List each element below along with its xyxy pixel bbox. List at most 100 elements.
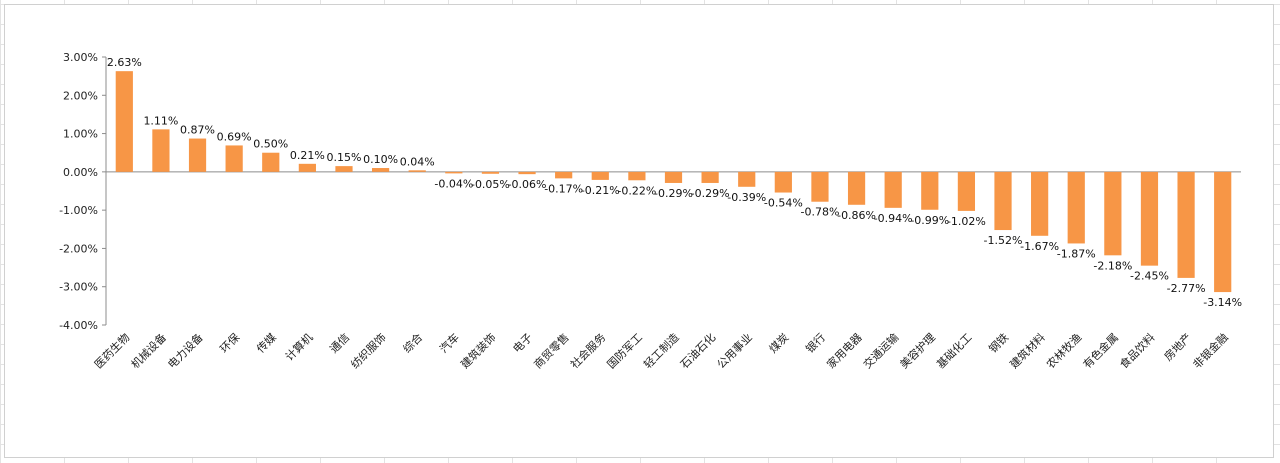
data-label: -0.04%: [434, 177, 473, 190]
bar: [555, 171, 573, 179]
category-label: 商贸零售: [531, 330, 572, 371]
category-label: 综合: [400, 330, 425, 355]
bar: [1177, 171, 1195, 278]
bar: [1067, 171, 1085, 244]
bar: [335, 166, 353, 172]
data-label: -0.17%: [544, 182, 583, 195]
category-label: 建筑装饰: [458, 330, 499, 371]
bar: [1104, 171, 1122, 256]
y-tick-label: -2.00%: [59, 242, 98, 255]
bar: [701, 171, 719, 183]
bar: [664, 171, 683, 183]
bar: [994, 171, 1012, 231]
data-label: 0.04%: [400, 155, 435, 168]
bar: [957, 171, 976, 211]
bar: [628, 171, 646, 181]
data-label: -2.77%: [1167, 282, 1206, 295]
category-label: 计算机: [282, 330, 315, 363]
category-label: 医药生物: [91, 330, 132, 371]
category-label: 纺织服饰: [348, 330, 389, 371]
data-label: -0.78%: [800, 206, 839, 219]
bar: [152, 129, 170, 172]
data-label: -0.29%: [654, 187, 693, 200]
category-label: 机械设备: [128, 330, 169, 371]
category-label: 汽车: [436, 330, 461, 355]
data-label: -2.18%: [1093, 259, 1132, 272]
data-label: -3.14%: [1203, 296, 1242, 309]
y-tick-label: 1.00%: [63, 128, 98, 141]
bar: [884, 171, 902, 208]
bar: [188, 138, 207, 172]
y-tick-label: 0.00%: [63, 166, 98, 179]
data-label: -1.67%: [1020, 240, 1059, 253]
bar: [738, 171, 756, 187]
category-label: 煤炭: [767, 331, 792, 356]
bar: [518, 171, 536, 175]
category-label: 建筑材料: [1007, 330, 1048, 371]
category-label: 非银金融: [1190, 330, 1231, 371]
bar: [1031, 171, 1049, 236]
bar: [371, 168, 390, 172]
category-label: 美容护理: [897, 330, 938, 371]
data-label: -0.39%: [727, 191, 766, 204]
bar: [408, 170, 426, 172]
bars: [115, 71, 1232, 293]
category-label: 房地产: [1161, 330, 1194, 363]
data-label: -0.21%: [581, 184, 620, 197]
bar: [481, 171, 500, 174]
category-label: 公用事业: [715, 331, 755, 371]
data-label: 0.87%: [180, 124, 215, 137]
bar: [847, 171, 866, 205]
bar: [811, 171, 829, 202]
data-label: 2.63%: [107, 56, 142, 69]
bar: [774, 171, 792, 193]
bar: [115, 71, 133, 172]
data-label: -0.54%: [764, 197, 803, 210]
bar: [262, 152, 280, 172]
data-label: -0.99%: [910, 214, 949, 227]
y-tick-label: -1.00%: [59, 204, 98, 217]
data-label: -1.52%: [984, 234, 1023, 247]
category-label: 传媒: [254, 331, 279, 356]
bar: [921, 171, 939, 210]
data-label: -2.45%: [1130, 270, 1169, 283]
data-label: 1.11%: [143, 114, 178, 127]
bar: [445, 171, 463, 174]
category-label: 轻工制造: [641, 330, 682, 371]
category-label: 基础化工: [934, 330, 975, 371]
data-label: -0.29%: [691, 187, 730, 200]
category-label: 石油石化: [677, 330, 718, 371]
data-label: 0.69%: [217, 130, 252, 143]
data-label: -0.86%: [837, 209, 876, 222]
data-label: 0.15%: [327, 151, 362, 164]
category-label: 电子: [510, 331, 535, 356]
data-label: -0.05%: [471, 178, 510, 191]
data-label: 0.21%: [290, 149, 325, 162]
category-label: 电力设备: [165, 330, 206, 371]
category-label: 有色金属: [1080, 330, 1121, 371]
data-labels: 2.63% 1.11%0.87%0.69%0.50%0.21% 0.15% 0.10%…: [107, 56, 1242, 309]
data-label: -0.94%: [874, 212, 913, 225]
bar-chart: 3.00% 2.00% 1.00% 0.00% -1.00% -2.00% -3.00% -4…: [59, 51, 1242, 371]
category-label: 农林牧渔: [1043, 330, 1084, 371]
category-label: 国防军工: [604, 330, 645, 371]
category-label: 环保: [217, 330, 242, 355]
data-label: -0.06%: [508, 178, 547, 191]
category-label: 交通运输: [860, 330, 901, 371]
category-label: 银行: [803, 330, 828, 355]
data-label: -1.02%: [947, 215, 986, 228]
data-label: 0.50%: [253, 138, 288, 151]
category-label: 钢铁: [986, 331, 1011, 356]
category-label: 食品饮料: [1117, 330, 1158, 371]
bar: [298, 163, 316, 172]
data-label: -1.87%: [1057, 247, 1096, 260]
y-tick-label: 2.00%: [63, 89, 98, 102]
bar: [225, 145, 243, 172]
chart-area[interactable]: 3.00% 2.00% 1.00% 0.00% -1.00% -2.00% -3.00% -4…: [4, 4, 1274, 458]
category-label: 家用电器: [824, 330, 865, 371]
bar: [1140, 171, 1159, 266]
bar: [591, 171, 609, 180]
y-tick-label: -4.00%: [59, 319, 98, 332]
data-label: 0.10%: [363, 153, 398, 166]
